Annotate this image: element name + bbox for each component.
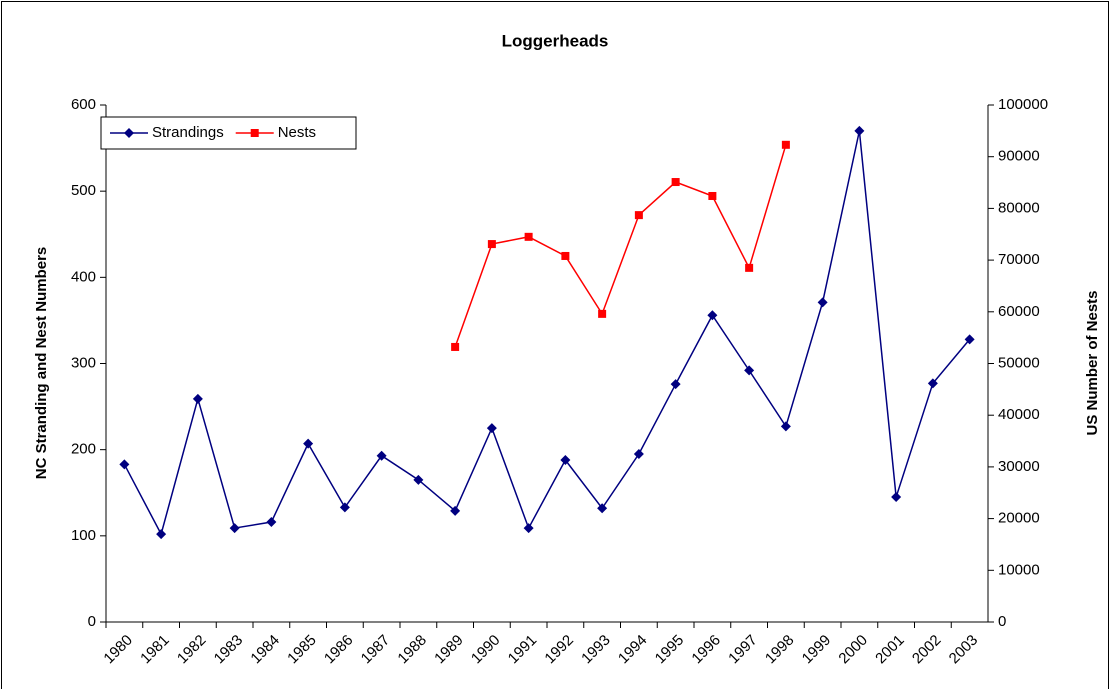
x-tick-label: 1985 (284, 632, 320, 668)
data-point (708, 191, 717, 200)
y-axis-label: NC Stranding and Nest Numbers (33, 247, 50, 480)
x-tick-label: 1996 (688, 632, 724, 668)
legend-marker (124, 128, 134, 138)
x-tick-label: 1982 (174, 632, 210, 668)
y2-tick-label: 50000 (998, 354, 1040, 371)
data-point (451, 342, 460, 351)
data-point (854, 125, 865, 136)
x-tick-label: 1986 (321, 632, 357, 668)
data-point (670, 379, 681, 390)
legend-label: Nests (278, 124, 316, 141)
y2-tick-label: 30000 (998, 458, 1040, 475)
x-tick-label: 2003 (946, 632, 982, 668)
x-tick-label: 1987 (358, 632, 394, 668)
data-point (780, 421, 791, 432)
data-point (339, 502, 350, 513)
data-point (119, 459, 130, 470)
legend: Strandings Nests (100, 116, 357, 150)
data-point (671, 178, 680, 187)
data-point (523, 523, 534, 534)
x-tick-label: 1983 (211, 632, 247, 668)
data-point (745, 263, 754, 272)
data-point (524, 232, 533, 241)
y2-tick-label: 60000 (998, 303, 1040, 320)
series-line (454, 144, 787, 348)
data-point (598, 309, 607, 318)
x-tick-label: 1994 (615, 632, 651, 668)
data-point (376, 450, 387, 461)
data-point (597, 503, 608, 514)
y2-tick-label: 80000 (998, 199, 1040, 216)
series-line (123, 130, 971, 537)
data-point (156, 529, 167, 540)
x-tick-label: 1989 (431, 632, 467, 668)
data-point (487, 240, 496, 249)
x-tick-label: 1990 (468, 632, 504, 668)
data-point (486, 423, 497, 434)
y-tick-label: 0 (88, 613, 96, 630)
x-tick-label: 2002 (909, 632, 945, 668)
data-point (561, 251, 570, 260)
x-tick-label: 1984 (247, 632, 283, 668)
y2-axis-label: US Number of Nests (1084, 290, 1101, 435)
legend-label: Strandings (152, 124, 224, 141)
y2-tick-label: 90000 (998, 148, 1040, 165)
data-point (744, 365, 755, 376)
data-point (413, 474, 424, 485)
y-tick-label: 200 (71, 441, 96, 458)
y-tick-label: 300 (71, 354, 96, 371)
y2-tick-label: 20000 (998, 510, 1040, 527)
data-point (817, 297, 828, 308)
x-tick-label: 1980 (100, 632, 136, 668)
data-point (229, 523, 240, 534)
data-point (560, 455, 571, 466)
y2-tick-label: 100000 (998, 96, 1048, 113)
chart-title: Loggerheads (502, 31, 609, 50)
data-point (450, 505, 461, 516)
y2-tick-label: 0 (998, 613, 1006, 630)
y-tick-label: 500 (71, 182, 96, 199)
x-tick-label: 1988 (394, 632, 430, 668)
x-tick-label: 2000 (835, 632, 871, 668)
x-tick-label: 1999 (799, 632, 835, 668)
data-point (781, 140, 790, 149)
y2-tick-label: 10000 (998, 561, 1040, 578)
data-point (927, 378, 938, 389)
data-point (192, 393, 203, 404)
x-tick-label: 1998 (762, 632, 798, 668)
y2-tick-label: 70000 (998, 251, 1040, 268)
x-tick-label: 2001 (872, 632, 908, 668)
y-tick-label: 100 (71, 527, 96, 544)
x-tick-label: 1991 (505, 632, 541, 668)
x-tick-label: 1995 (652, 632, 688, 668)
data-point (707, 310, 718, 321)
data-point (266, 517, 277, 528)
data-point (303, 438, 314, 449)
y-tick-label: 600 (71, 96, 96, 113)
data-point (891, 492, 902, 503)
y2-tick-label: 40000 (998, 406, 1040, 423)
x-tick-label: 1992 (541, 632, 577, 668)
y-tick-label: 400 (71, 268, 96, 285)
x-tick-label: 1981 (137, 632, 173, 668)
data-point (964, 334, 975, 345)
legend-marker (250, 129, 259, 137)
x-tick-label: 1997 (725, 632, 761, 668)
data-point (634, 211, 643, 220)
data-point (633, 448, 644, 459)
x-tick-label: 1993 (578, 632, 614, 668)
